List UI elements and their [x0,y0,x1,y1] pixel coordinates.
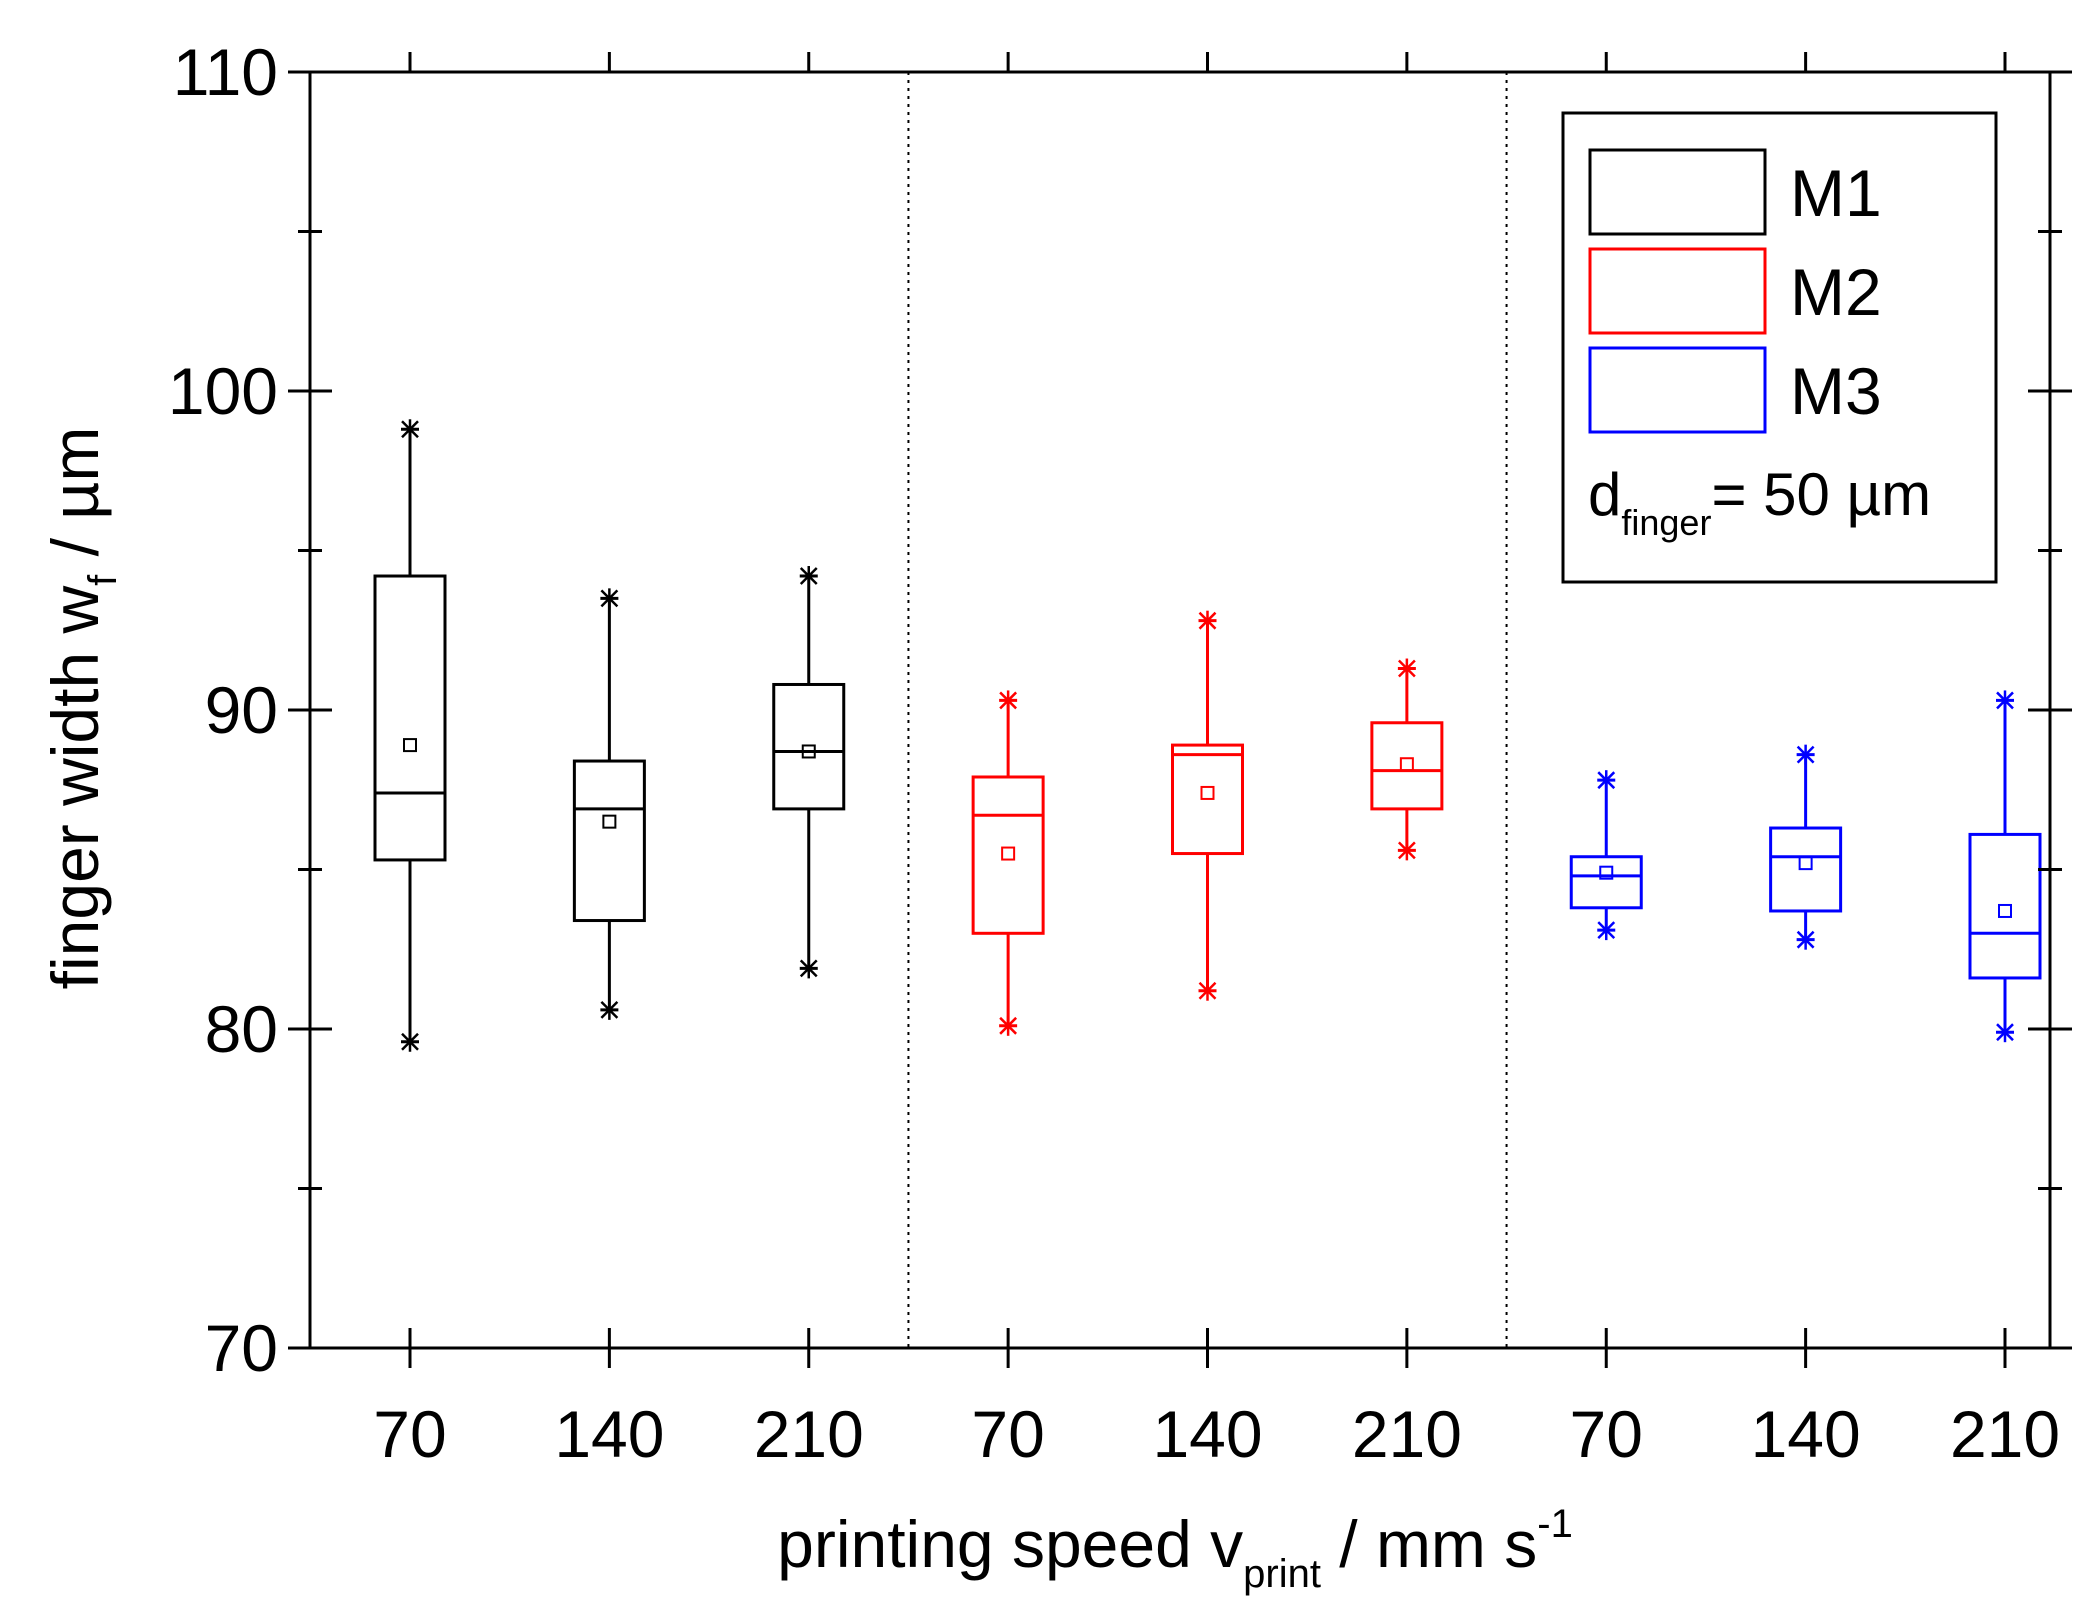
series-M2 [971,610,1444,1036]
legend-label-M3: M3 [1790,354,1882,428]
extreme-marker-max [1198,610,1217,631]
mean-marker [1998,903,2012,918]
y-tick-label: 80 [205,992,278,1066]
box-body [1968,832,2042,980]
box-body [1569,855,1643,910]
mean-marker [602,814,617,829]
box-M2-210 [1370,658,1444,861]
mean-marker [1798,856,1813,871]
legend-note: dfinger= 50 µm [1588,461,1931,543]
x-tick-label: 70 [971,1397,1044,1471]
extreme-marker-min [999,1015,1018,1036]
mean-marker [403,738,417,753]
series-M1 [373,419,846,1052]
box-M3-210 [1968,690,2042,1043]
extreme-marker-max [401,419,419,440]
y-tick-label: 110 [173,35,278,109]
extreme-marker-min [1198,980,1217,1001]
y-axis: 70 80 90 100 110 finger width wf / µm [38,35,2072,1385]
legend-swatch-M3 [1588,346,1767,434]
mean-marker [801,744,816,759]
legend: M1 M2 M3 dfinger= 50 µm [1561,111,1998,584]
x-tick-label: 210 [1352,1397,1462,1471]
extreme-marker-max [600,588,619,609]
box-body [772,682,846,811]
extreme-marker-min [1597,920,1616,941]
box-body [373,574,447,862]
extreme-marker-min [1796,929,1815,950]
extreme-marker-min [401,1031,419,1052]
mean-marker [1001,846,1016,861]
x-tick-label: 70 [1570,1397,1643,1471]
y-tick-label: 90 [205,673,278,747]
box-M3-70 [1569,770,1643,941]
mean-marker [1599,865,1614,880]
box-body [1171,743,1244,856]
x-tick-label: 210 [1950,1397,2060,1471]
extreme-marker-min [600,999,619,1020]
box-M2-70 [971,690,1045,1036]
extreme-marker-max [1397,658,1416,679]
x-tick-label: 140 [1152,1397,1262,1471]
extreme-marker-max [1796,744,1815,765]
legend-swatch-M1 [1588,148,1767,236]
box-M3-140 [1769,744,1843,950]
box-M2-140 [1171,610,1244,1001]
y-tick-label: 100 [168,354,278,428]
legend-label-M1: M1 [1790,156,1882,230]
box-body [1769,826,1843,913]
extreme-marker-max [799,566,818,587]
x-axis-title: printing speed vprint / mm s-1 [777,1502,1573,1596]
box-M1-70 [373,419,447,1052]
y-axis-title: finger width wf / µm [38,427,125,990]
x-tick-label: 140 [1751,1397,1861,1471]
box-body [1370,721,1444,811]
box-body [572,759,646,923]
extreme-marker-min [1397,840,1416,861]
mean-marker [1399,757,1414,772]
box-M1-140 [572,588,646,1020]
extreme-marker-min [1996,1022,2014,1043]
extreme-marker-min [799,958,818,979]
x-axis: 70 140 210 70 140 210 70 140 210 printing speed v… [373,52,2060,1596]
legend-swatch-M2 [1588,247,1767,335]
x-tick-label: 210 [754,1397,864,1471]
x-tick-label: 70 [373,1397,446,1471]
mean-marker [1200,785,1215,800]
box-M1-210 [772,566,846,979]
extreme-marker-max [1996,690,2014,711]
x-tick-label: 140 [554,1397,664,1471]
plot-area [308,70,2052,1350]
extreme-marker-max [1597,770,1616,791]
extreme-marker-max [999,690,1018,711]
series-M3 [1569,690,2042,1043]
legend-label-M2: M2 [1790,255,1882,329]
box-body [971,775,1045,935]
y-tick-label: 70 [205,1311,278,1385]
